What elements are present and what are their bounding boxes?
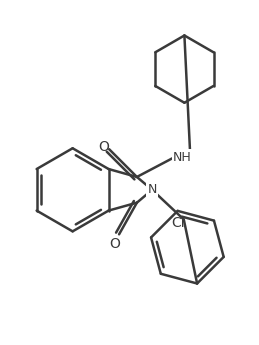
Text: N: N — [147, 183, 157, 196]
Text: O: O — [98, 140, 109, 154]
Text: Cl: Cl — [171, 216, 184, 230]
Text: O: O — [110, 237, 121, 251]
Text: NH: NH — [173, 151, 192, 164]
